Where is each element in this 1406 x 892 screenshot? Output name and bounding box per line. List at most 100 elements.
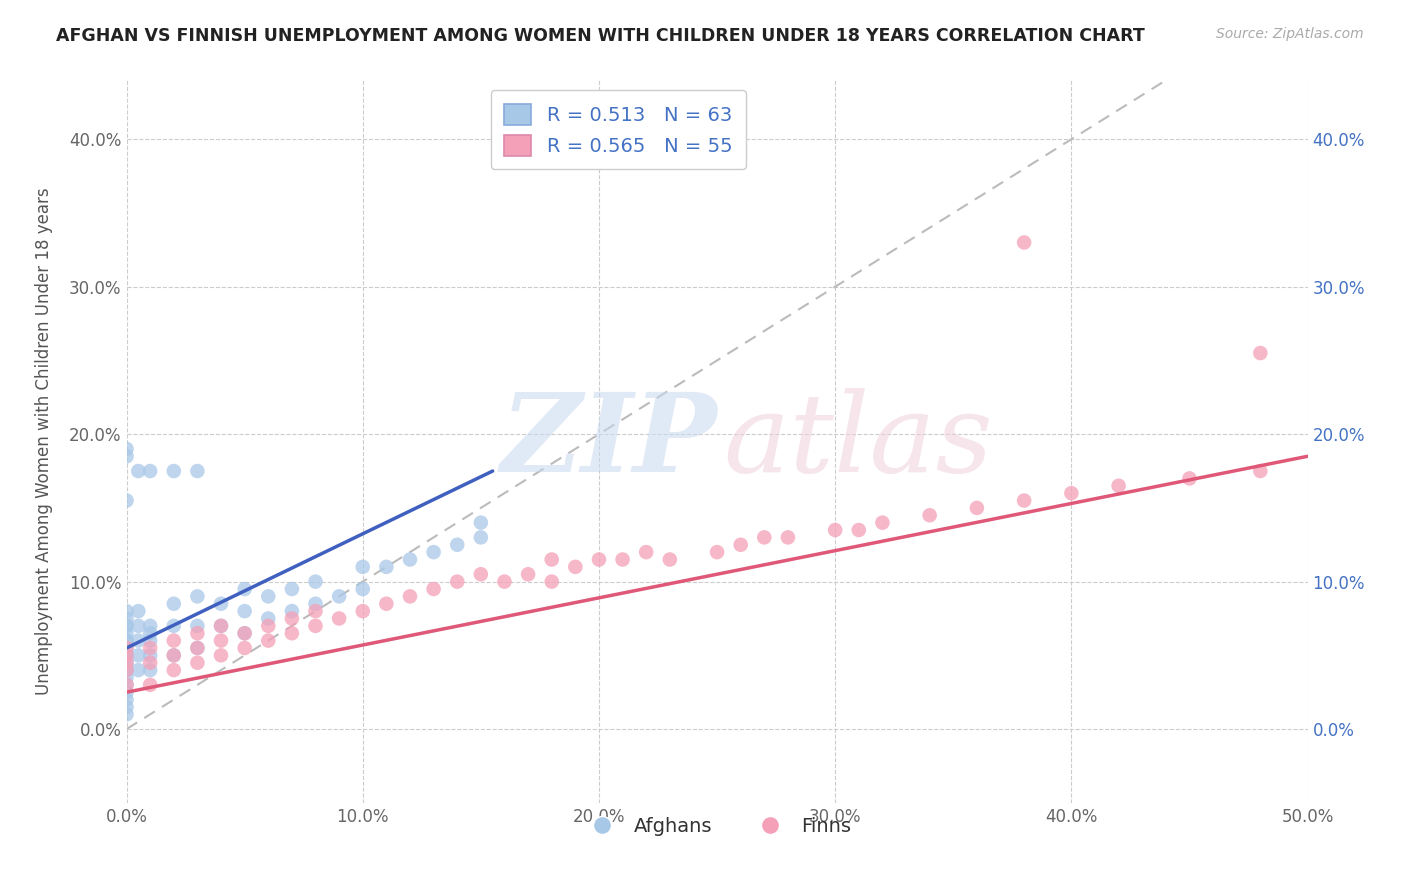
Point [115,656,138,670]
Point [139,619,162,633]
Point [127,604,149,618]
Point [186,640,208,655]
Point [139,663,162,677]
Point [233,626,256,640]
Point [139,678,162,692]
Point [115,678,138,692]
Point [1060,486,1083,500]
Point [422,582,444,596]
Point [257,633,280,648]
Point [1108,479,1130,493]
Point [422,545,444,559]
Point [209,648,232,663]
Point [115,692,138,706]
Point [209,633,232,648]
Y-axis label: Unemployment Among Women with Children Under 18 years: Unemployment Among Women with Children U… [35,187,52,696]
Point [127,619,149,633]
Point [115,648,138,663]
Point [304,619,326,633]
Point [115,670,138,684]
Point [163,648,186,663]
Point [115,685,138,699]
Point [115,442,138,456]
Point [233,640,256,655]
Point [163,464,186,478]
Point [281,604,304,618]
Point [399,590,422,604]
Point [139,633,162,648]
Point [115,648,138,663]
Point [163,648,186,663]
Point [1012,235,1035,250]
Point [115,450,138,464]
Point [918,508,941,523]
Point [304,604,326,618]
Point [233,582,256,596]
Point [115,493,138,508]
Point [209,597,232,611]
Point [517,567,540,582]
Point [375,597,398,611]
Point [281,626,304,640]
Point [446,538,468,552]
Point [115,626,138,640]
Point [186,640,208,655]
Point [1178,471,1201,485]
Point [186,656,208,670]
Point [163,597,186,611]
Point [1012,493,1035,508]
Point [127,663,149,677]
Point [115,619,138,633]
Point [706,545,728,559]
Point [127,648,149,663]
Point [1249,346,1271,360]
Point [115,619,138,633]
Text: Source: ZipAtlas.com: Source: ZipAtlas.com [1216,27,1364,41]
Text: atlas: atlas [723,388,993,495]
Point [328,590,350,604]
Point [540,574,562,589]
Point [872,516,894,530]
Point [115,640,138,655]
Point [139,464,162,478]
Point [115,648,138,663]
Point [127,464,149,478]
Point [540,552,562,566]
Point [115,633,138,648]
Point [233,626,256,640]
Point [848,523,870,537]
Point [186,626,208,640]
Point [375,560,398,574]
Point [1249,464,1271,478]
Point [257,619,280,633]
Point [209,619,232,633]
Point [588,552,610,566]
Point [186,464,208,478]
Point [186,619,208,633]
Point [304,597,326,611]
Point [139,640,162,655]
Point [115,700,138,714]
Point [209,619,232,633]
Point [257,590,280,604]
Point [127,633,149,648]
Point [494,574,516,589]
Point [304,574,326,589]
Point [115,678,138,692]
Point [139,656,162,670]
Point [115,648,138,663]
Point [115,611,138,625]
Point [446,574,468,589]
Point [328,611,350,625]
Point [352,604,374,618]
Point [115,663,138,677]
Point [564,560,586,574]
Point [115,663,138,677]
Point [658,552,681,566]
Point [163,619,186,633]
Point [139,626,162,640]
Point [399,552,422,566]
Point [139,648,162,663]
Point [281,582,304,596]
Point [115,707,138,722]
